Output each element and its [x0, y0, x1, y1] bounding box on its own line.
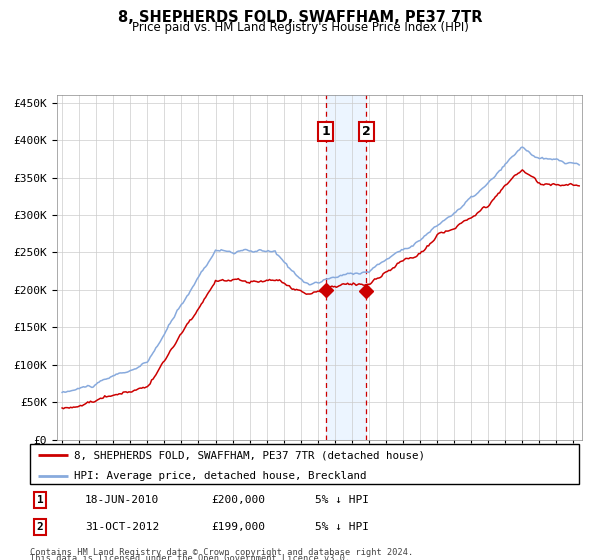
Text: 2: 2	[362, 125, 370, 138]
Text: 31-OCT-2012: 31-OCT-2012	[85, 522, 159, 532]
Text: 8, SHEPHERDS FOLD, SWAFFHAM, PE37 7TR (detached house): 8, SHEPHERDS FOLD, SWAFFHAM, PE37 7TR (d…	[74, 450, 425, 460]
Text: 18-JUN-2010: 18-JUN-2010	[85, 495, 159, 505]
Text: Contains HM Land Registry data © Crown copyright and database right 2024.: Contains HM Land Registry data © Crown c…	[30, 548, 413, 557]
FancyBboxPatch shape	[30, 444, 579, 484]
Text: HPI: Average price, detached house, Breckland: HPI: Average price, detached house, Brec…	[74, 470, 367, 480]
Bar	[326, 95, 366, 440]
Text: 5% ↓ HPI: 5% ↓ HPI	[316, 495, 370, 505]
Text: Price paid vs. HM Land Registry's House Price Index (HPI): Price paid vs. HM Land Registry's House …	[131, 21, 469, 34]
Text: 1: 1	[37, 495, 43, 505]
Text: £199,000: £199,000	[211, 522, 265, 532]
Text: 2: 2	[37, 522, 43, 532]
Text: 5% ↓ HPI: 5% ↓ HPI	[316, 522, 370, 532]
Text: This data is licensed under the Open Government Licence v3.0.: This data is licensed under the Open Gov…	[30, 554, 350, 560]
Text: 8, SHEPHERDS FOLD, SWAFFHAM, PE37 7TR: 8, SHEPHERDS FOLD, SWAFFHAM, PE37 7TR	[118, 10, 482, 25]
Text: 1: 1	[321, 125, 330, 138]
Text: £200,000: £200,000	[211, 495, 265, 505]
